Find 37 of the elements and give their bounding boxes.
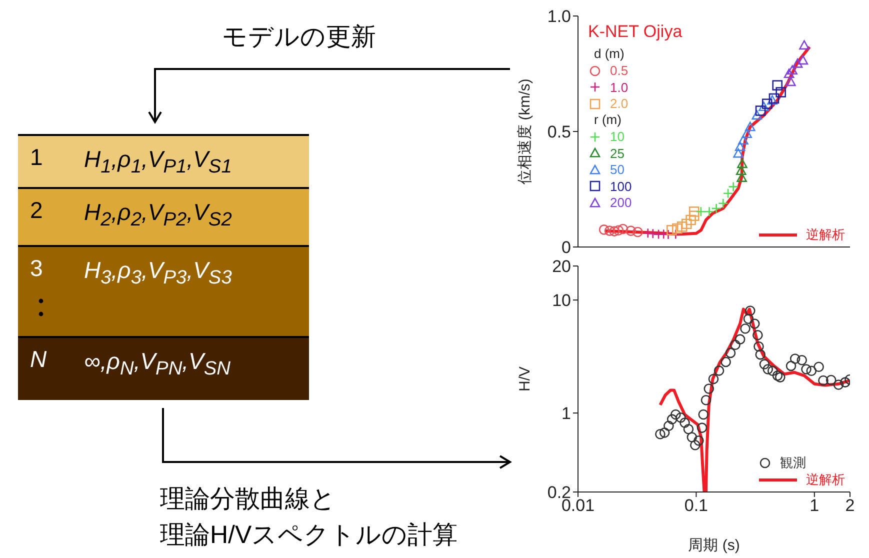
annotation: r (m)	[594, 112, 622, 128]
text: ∞,ρ$_{N}$,V$_{PN}$,V$_{SN}$	[84, 347, 231, 382]
legend-label: 200	[610, 195, 632, 210]
x-tick-label: 1	[810, 496, 820, 516]
text: モデルの更新	[222, 22, 376, 53]
x-tick-label: 2	[845, 496, 855, 516]
text: H$_{1}$,ρ$_{1}$,V$_{P1}$,V$_{S1}$	[84, 145, 232, 180]
legend-title: d (m)	[594, 46, 626, 62]
y-tick-label: 1.0	[547, 7, 571, 26]
y-tick-label: 1	[562, 404, 571, 424]
annotation: K-NET Ojiya	[588, 22, 682, 42]
legend-label: 100	[610, 178, 632, 194]
x-axis-title: 周期 (s)	[688, 537, 740, 554]
y-tick-label: 10	[552, 291, 571, 310]
legend-label: 観測	[780, 454, 806, 472]
y-tick-label: 0.5	[547, 122, 571, 142]
legend-label: 逆解析	[806, 470, 845, 489]
category-label: N	[30, 346, 47, 372]
legend-label: 25	[610, 146, 624, 161]
category-label: 3	[30, 255, 43, 281]
y-tick-label: 0	[562, 238, 571, 258]
y-axis-title: 位相速度 (km/s)	[516, 78, 534, 184]
legend-label: 50	[610, 162, 624, 178]
legend-label: 10	[610, 129, 624, 144]
legend-label: 1.0	[610, 80, 628, 95]
legend-label: 2.0	[610, 96, 628, 112]
text: 理論H/Vスペクトルの計算	[160, 520, 458, 551]
legend-label: 逆解析	[806, 226, 845, 244]
x-tick-label: 0.1	[684, 496, 708, 516]
text: H$_{2}$,ρ$_{2}$,V$_{P2}$,V$_{S2}$	[84, 198, 232, 233]
legend-label: 0.5	[610, 63, 628, 78]
y-tick-label: 20	[552, 257, 571, 276]
text: 理論分散曲線と	[160, 484, 336, 515]
category-label: 2	[30, 197, 43, 223]
text: H$_{3}$,ρ$_{3}$,V$_{P3}$,V$_{S3}$	[84, 256, 232, 291]
y-axis-title: H/V	[516, 366, 534, 392]
category-label: 1	[30, 144, 43, 170]
